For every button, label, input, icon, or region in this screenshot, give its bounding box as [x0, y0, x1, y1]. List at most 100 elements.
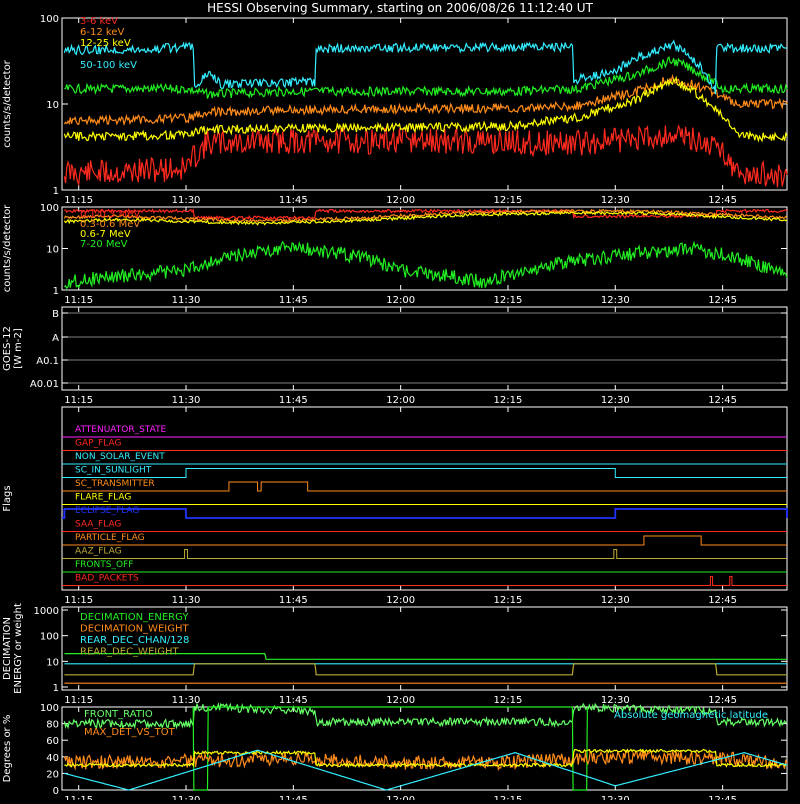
y-axis-label: counts/s/detector [2, 204, 13, 292]
y-tick-label: A [52, 333, 59, 344]
legend-item: 6-12 keV [80, 27, 124, 38]
x-tick-label: 12:15 [494, 295, 523, 306]
y-tick-label: 100 [40, 203, 59, 214]
x-tick-label: 11:15 [64, 395, 93, 406]
flag-line [62, 508, 788, 519]
y-axis-label: Degrees or % [2, 715, 13, 783]
x-tick-label: 11:30 [172, 695, 201, 706]
y-tick-label: 1 [53, 286, 59, 297]
x-tick-label: 11:15 [64, 795, 93, 800]
flag-label: FLARE_FLAG [75, 493, 131, 503]
y-axis-label: Flags [2, 485, 13, 511]
panel-frame [61, 606, 788, 691]
x-tick-label: 12:00 [386, 295, 415, 306]
y-tick-label: 1 [53, 186, 59, 197]
series-line-0-6-7-mev [63, 210, 788, 226]
flag-label: SC_IN_SUNLIGHT [75, 466, 152, 476]
series-line-0-3-0-6-mev [63, 208, 788, 224]
flag-line [62, 549, 787, 559]
flag-label: GAP_FLAG [75, 439, 121, 449]
x-tick-label: 12:15 [494, 195, 523, 206]
y-tick-label: 100 [40, 14, 59, 25]
page-title: HESSI Observing Summary, starting on 200… [207, 1, 593, 15]
series-line-decimation-energy [64, 652, 787, 660]
legend-item: MAX_DET_VS_TOT [84, 727, 176, 738]
x-tick-label: 11:15 [64, 195, 93, 206]
x-tick-label: 11:30 [172, 195, 201, 206]
y-tick-label: B [52, 309, 59, 320]
x-tick-label: 12:30 [601, 595, 630, 606]
y-tick-label: 100 [40, 703, 59, 714]
legend-item: REAR_DEC_WEIGHT [80, 647, 179, 658]
y-tick-label: 1000 [34, 606, 59, 617]
x-tick-label: 11:45 [279, 795, 308, 800]
x-tick-label: 12:00 [386, 695, 415, 706]
series-line-50-100-kev [63, 39, 788, 95]
legend-item: FRONT_RATIO [84, 709, 153, 720]
x-tick-label: 12:15 [494, 695, 523, 706]
y-tick-label: A0.01 [30, 379, 59, 390]
y-tick-label: 60 [46, 736, 59, 747]
x-tick-label: 12:45 [708, 295, 737, 306]
legend-item: 3-6 keV [80, 16, 118, 27]
series-line-green [192, 706, 588, 791]
y-tick-label: 80 [46, 720, 59, 731]
x-tick-label: 12:00 [386, 595, 415, 606]
y-tick-label: 10 [46, 100, 59, 111]
x-tick-label: 12:00 [386, 395, 415, 406]
panel-high-energy-rates: 11:15 11:30 11:45 12:00 12:15 12:30 12:45 1 10 10… [2, 203, 788, 306]
x-tick-label: 11:45 [279, 395, 308, 406]
series-line-3-6-kev [63, 123, 788, 188]
legend-item: 0.6-7 MeV [80, 229, 131, 240]
y-tick-label: 100 [40, 632, 59, 643]
series-line-12-25-kev [63, 75, 788, 143]
x-tick-label: 12:30 [601, 695, 630, 706]
panel-goes-12: 11:15 11:30 11:45 12:00 12:15 12:30 12:45 A0.01… [2, 306, 788, 406]
flag-label: ECLIPSE_FLAG [75, 506, 139, 516]
x-tick-label: 12:45 [708, 695, 737, 706]
flag-line [62, 468, 787, 478]
x-tick-label: 12:15 [494, 395, 523, 406]
panel-flags: 11:15 11:30 11:45 12:00 12:15 12:30 12:45 ATTEN… [2, 406, 788, 606]
flag-label: SAA_FLAG [75, 520, 121, 530]
x-tick-label: 11:45 [279, 695, 308, 706]
x-tick-label: 11:30 [172, 595, 201, 606]
flag-label: FRONTS_OFF [75, 560, 133, 570]
y-tick-label: 10 [46, 245, 59, 256]
legend-item: DECIMATION_ENERGY [80, 612, 189, 623]
x-tick-label: 12:00 [386, 195, 415, 206]
flag-label: PARTICLE_FLAG [75, 533, 145, 543]
y-axis-unit: [W m-2] [13, 328, 24, 369]
legend-item: 50-100 keV [80, 60, 137, 71]
y-tick-label: 1 [53, 683, 59, 694]
flag-label: BAD_PACKETS [75, 574, 139, 584]
x-tick-label: 12:15 [494, 595, 523, 606]
flag-label: SC_TRANSMITTER [75, 479, 155, 489]
x-tick-label: 11:15 [64, 595, 93, 606]
x-tick-label: 12:30 [601, 395, 630, 406]
legend-item: DECIMATION_WEIGHT [80, 624, 189, 635]
legend-item: 12-25 keV [80, 38, 131, 49]
x-tick-label: 12:30 [601, 295, 630, 306]
x-tick-label: 12:45 [708, 595, 737, 606]
y-tick-label: 40 [46, 753, 59, 764]
y-axis-label: ENERGY or weight [13, 603, 24, 694]
x-tick-label: 12:45 [708, 195, 737, 206]
x-tick-label: 11:45 [279, 195, 308, 206]
series-line-7-20-mev [64, 240, 788, 290]
x-tick-label: 12:15 [494, 795, 523, 800]
y-axis-label: GOES-12 [2, 326, 13, 371]
panel-ratios: 11:15 11:30 11:45 12:00 12:15 12:30 12:45 0 20 40… [2, 701, 788, 804]
legend-item: 0.1-0.3 MeV [80, 209, 140, 220]
flag-label: AAZ_FLAG [75, 547, 122, 557]
annotation-geomagnetic-latitude: Absolute geomagnetic latitude [614, 710, 768, 721]
panel-frame [61, 206, 788, 291]
y-tick-label: 10 [46, 657, 59, 668]
legend-item: 0.3-0.6 MeV [80, 219, 140, 230]
flag-label: ATTENUATOR_STATE [75, 425, 167, 435]
x-tick-label: 11:30 [172, 295, 201, 306]
y-tick-label: A0.1 [36, 356, 59, 367]
y-tick-label: 20 [46, 769, 59, 780]
legend-item: REAR_DEC_CHAN/128 [80, 635, 189, 646]
